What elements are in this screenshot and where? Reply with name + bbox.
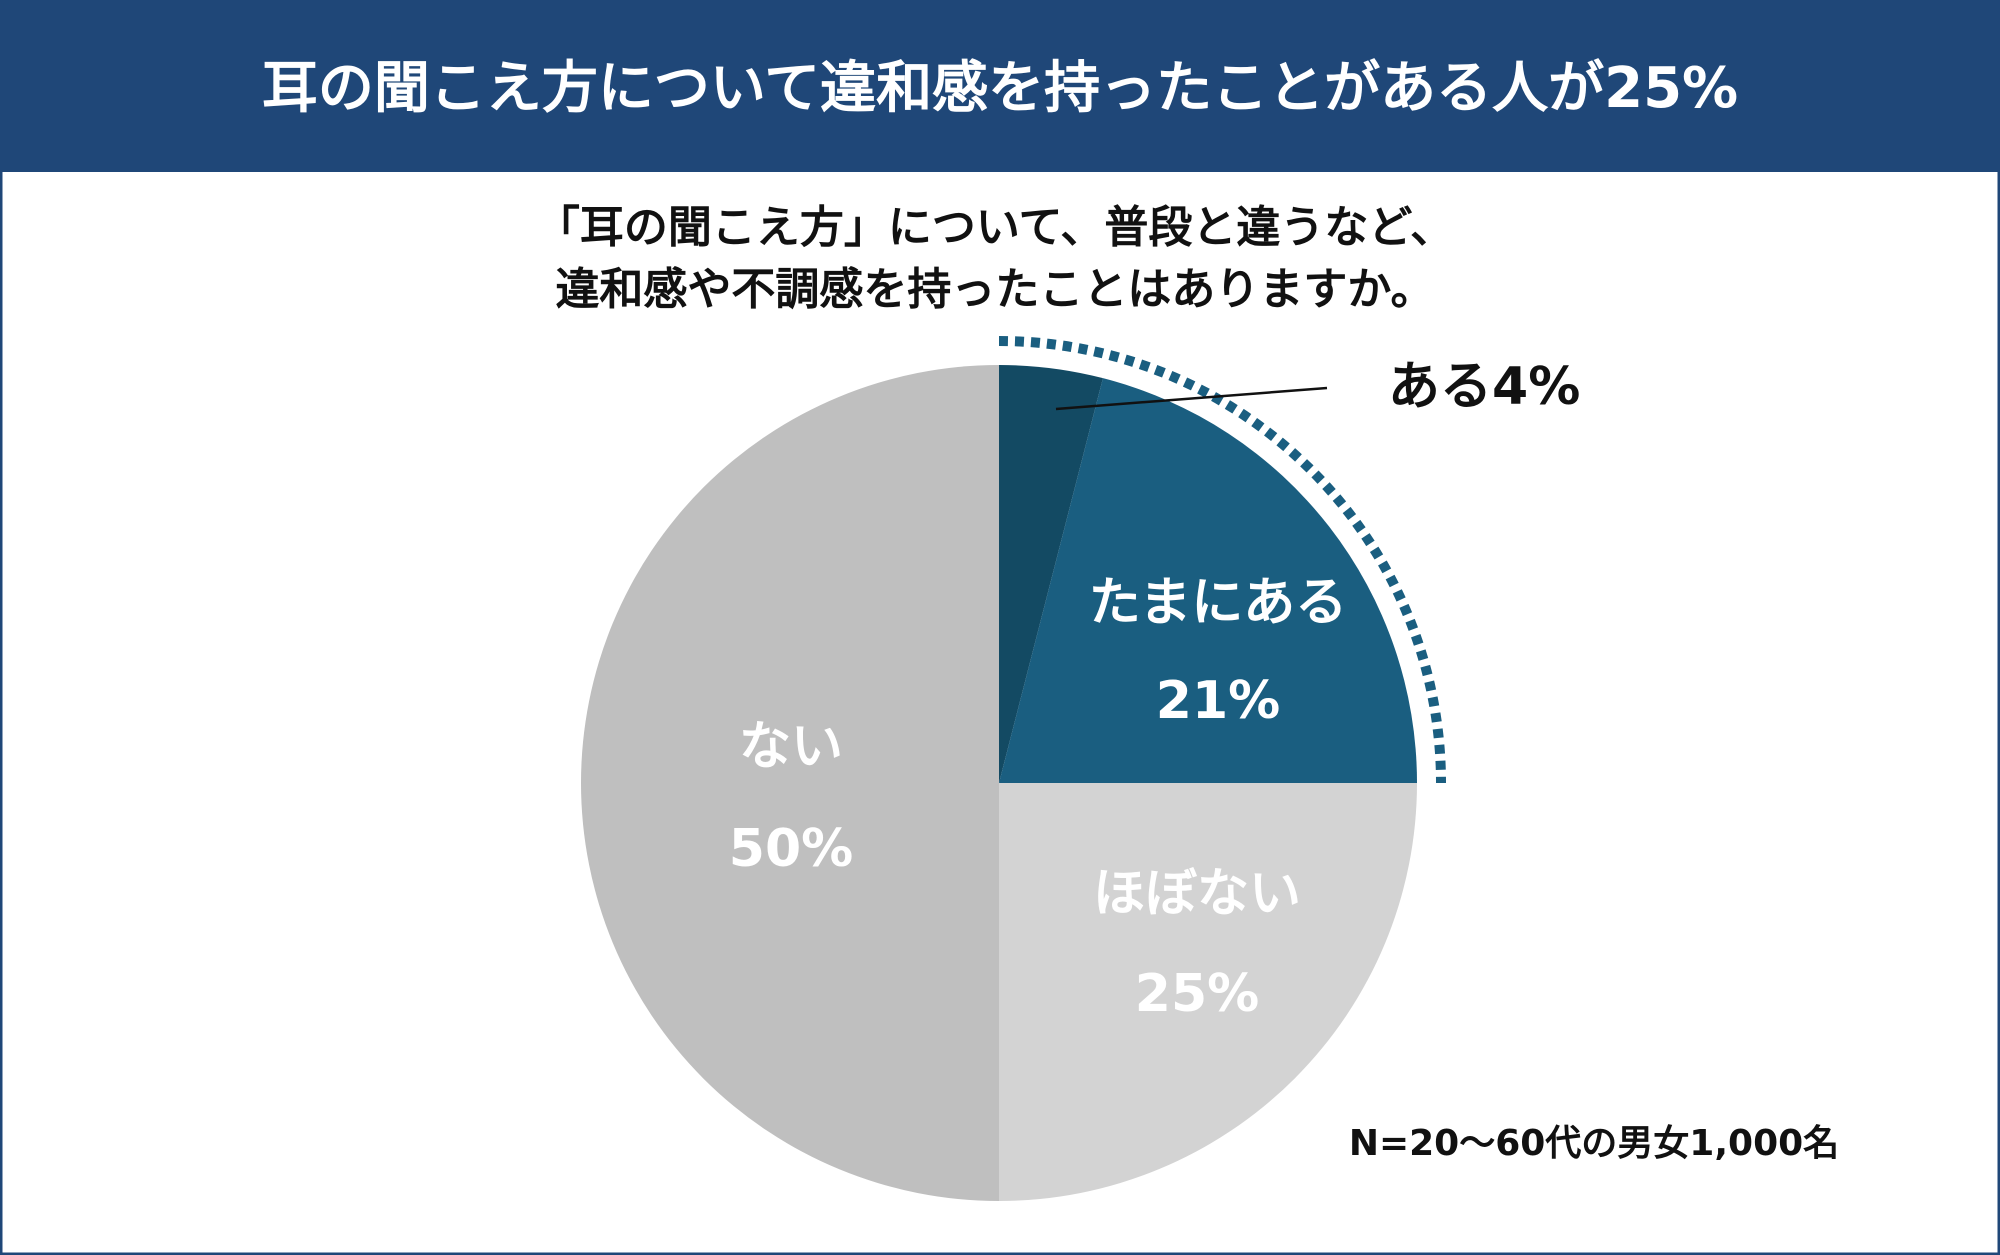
pie-slice xyxy=(581,365,999,1201)
value-label: 25% xyxy=(1135,964,1259,1024)
pie xyxy=(581,336,1446,1201)
subtitle: 「耳の聞こえ方」について、普段と違うなど、 xyxy=(536,202,1454,253)
header xyxy=(0,0,2000,172)
category-label: たまにある xyxy=(1089,573,1347,633)
value-label: 4% xyxy=(1492,357,1580,417)
labels: ある4% たまにある 21% ほぼない 25% ない 50% xyxy=(729,357,1581,1024)
leader-line xyxy=(1055,386,1328,411)
pie-slice xyxy=(999,378,1417,783)
subtitle: 違和感や不調感を持ったことはありますか。 xyxy=(555,264,1434,315)
category-label: ある xyxy=(1388,357,1492,417)
highlight-arc xyxy=(998,336,1446,784)
pie-slice xyxy=(999,783,1417,1201)
note: N=20〜60代の男女1,000名 xyxy=(1349,1123,1839,1164)
chart-title: 耳の聞こえ方について違和感を持ったことがある人が25% xyxy=(262,56,1738,121)
data-label: ある4% xyxy=(1388,357,1580,417)
pie-slice xyxy=(999,365,1103,783)
value-label: 50% xyxy=(729,819,853,879)
category-label: ほぼない xyxy=(1093,864,1301,924)
value-label: 21% xyxy=(1156,671,1280,731)
category-label: ない xyxy=(739,717,843,777)
